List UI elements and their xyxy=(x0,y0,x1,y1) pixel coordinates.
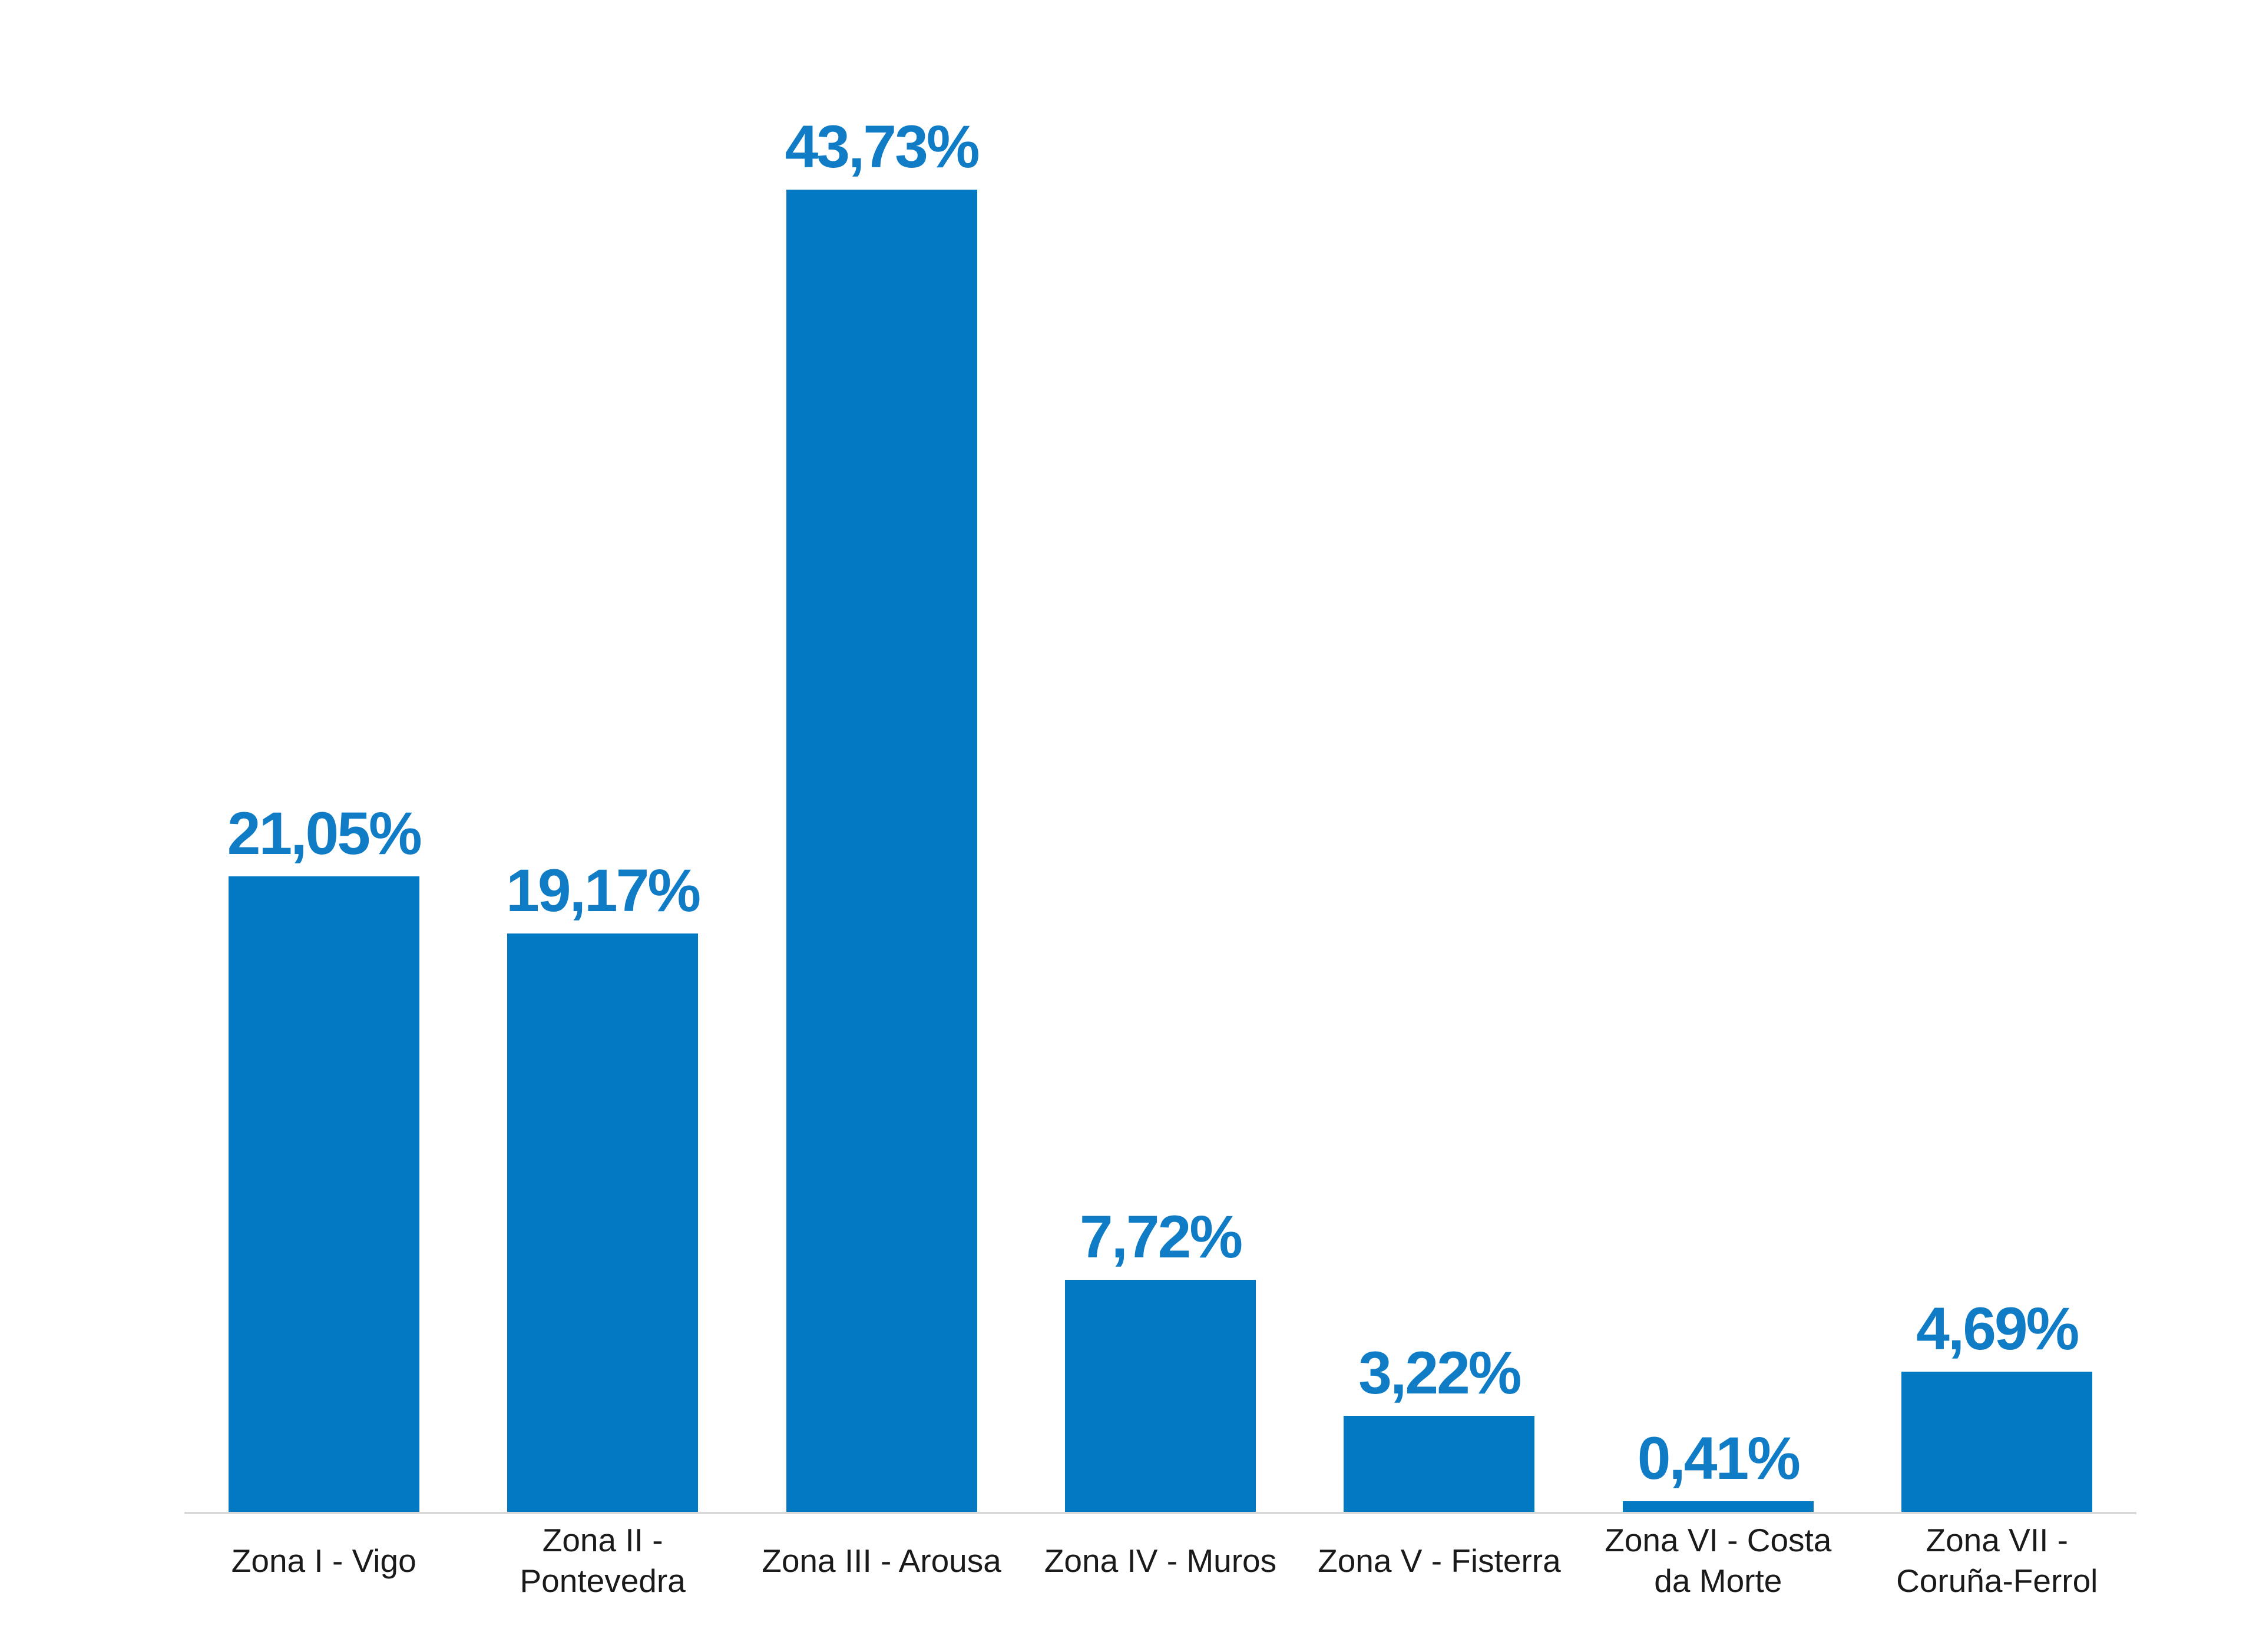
bar xyxy=(1344,1416,1535,1514)
plot-area: 21,05% 19,17% 43,73% 7,72% 3,22% 0,41% 4… xyxy=(184,0,2136,1514)
bar-group: 4,69% xyxy=(1858,0,2136,1514)
bar-group: 3,22% xyxy=(1300,0,1579,1514)
x-axis-category-label: Zona IV - Muros xyxy=(1044,1542,1277,1579)
bar xyxy=(507,933,699,1514)
bar-group: 43,73% xyxy=(742,0,1021,1514)
bar xyxy=(1064,1280,1256,1514)
bar-group: 0,41% xyxy=(1579,0,1857,1514)
x-axis-category-label: Zona V - Fisterra xyxy=(1318,1542,1561,1579)
x-axis-line xyxy=(184,1512,2136,1514)
bar-value-label: 0,41% xyxy=(1637,1425,1801,1492)
bar-value-label: 19,17% xyxy=(506,857,701,924)
bar xyxy=(786,190,977,1514)
bar xyxy=(1622,1501,1814,1514)
bar-group: 19,17% xyxy=(463,0,742,1514)
x-axis-category-label: Zona VII - Coruña-Ferrol xyxy=(1896,1522,2098,1599)
x-axis-category-label: Zona I - Vigo xyxy=(231,1542,416,1579)
bar xyxy=(1901,1372,2093,1514)
bar xyxy=(228,876,419,1514)
x-axis-category-label: Zona VI - Costa da Morte xyxy=(1605,1522,1832,1599)
bar-group: 7,72% xyxy=(1021,0,1299,1514)
x-axis-labels: Zona I - Vigo Zona II - Pontevedra Zona … xyxy=(184,1519,2136,1602)
bar-value-label: 4,69% xyxy=(1916,1295,2079,1362)
x-axis-category-label: Zona III - Arousa xyxy=(762,1542,1001,1579)
bar-value-label: 7,72% xyxy=(1079,1203,1243,1270)
bar-value-label: 43,73% xyxy=(785,113,980,180)
bar-value-label: 21,05% xyxy=(227,800,422,867)
x-axis-category-label: Zona II - Pontevedra xyxy=(520,1522,686,1599)
bar-value-label: 3,22% xyxy=(1358,1339,1521,1406)
bar-group: 21,05% xyxy=(184,0,463,1514)
